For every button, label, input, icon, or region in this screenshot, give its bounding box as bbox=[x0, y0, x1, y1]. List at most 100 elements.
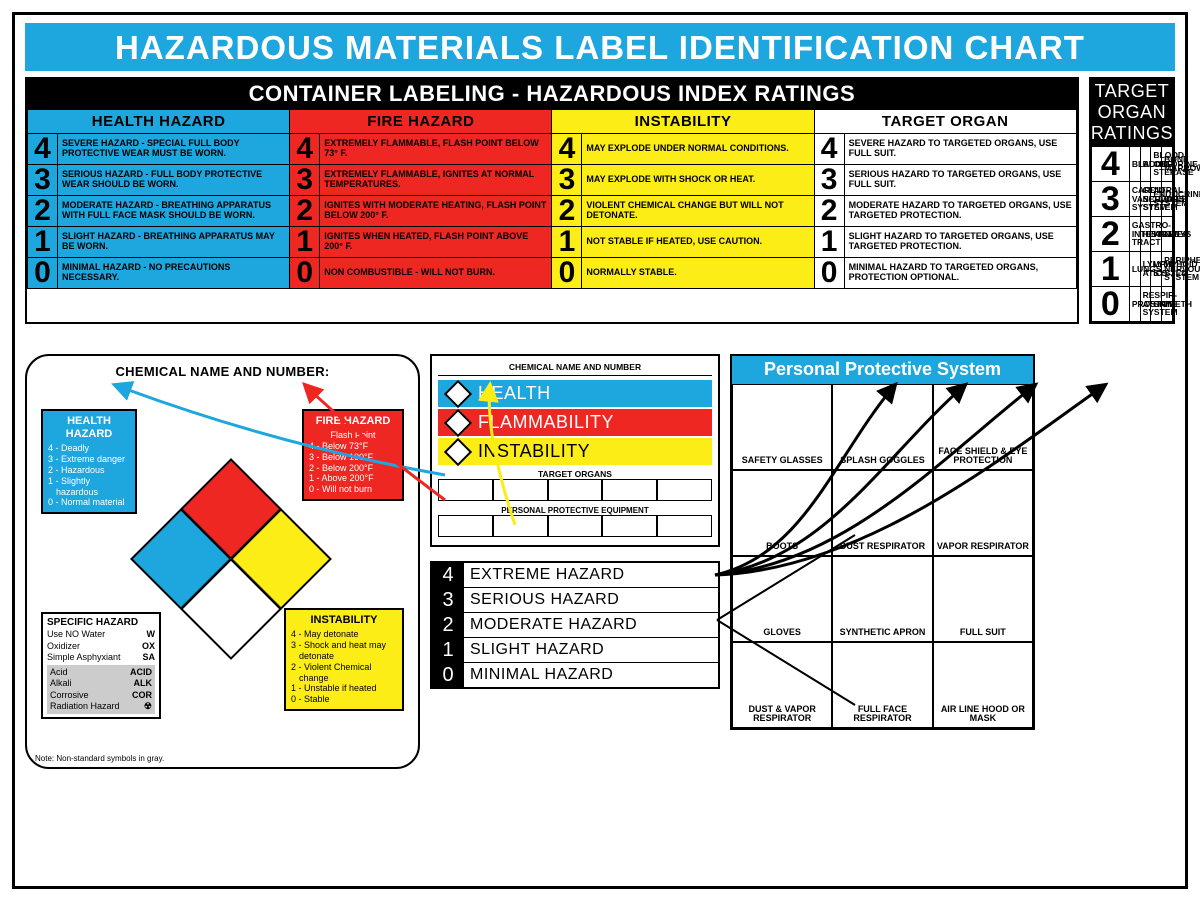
hazard-scale-row: 3SERIOUS HAZARD bbox=[432, 588, 718, 613]
hmis-target-label: TARGET ORGANS bbox=[438, 469, 712, 479]
tor-organ: Blood Chlorine-sterase bbox=[1151, 147, 1162, 182]
hazard-scale-row: 0MINIMAL HAZARD bbox=[432, 663, 718, 687]
ppe-label: Gloves bbox=[763, 628, 801, 637]
tor-rating-num: 2 bbox=[1091, 217, 1129, 252]
nfpa-title: CHEMICAL NAME AND NUMBER: bbox=[33, 364, 412, 379]
diamond-icon bbox=[444, 379, 472, 407]
cl-rating-num: 0 bbox=[552, 258, 582, 289]
cl-col-header: TARGET ORGAN bbox=[814, 110, 1076, 134]
ppe-label: Dust & Vapor Respirator bbox=[735, 705, 829, 724]
cl-rating-text: Moderate hazard - breathing apparatus wi… bbox=[58, 196, 290, 227]
hmis-target-organ-grid bbox=[438, 479, 712, 501]
cl-rating-num: 3 bbox=[28, 165, 58, 196]
pps-heading: Personal Protective System bbox=[732, 356, 1033, 384]
bottom-row: CHEMICAL NAME AND NUMBER: HEALTH HAZARD … bbox=[25, 354, 1175, 769]
cl-rating-text: Normally stable. bbox=[582, 258, 814, 289]
cl-rating-text: Extremely flammable, flash point below 7… bbox=[320, 134, 552, 165]
container-labeling-panel: CONTAINER LABELING - HAZARDOUS INDEX RAT… bbox=[25, 77, 1079, 324]
ppe-label: Splash Goggles bbox=[840, 456, 925, 465]
target-organ-panel: TARGET ORGAN RATINGS 4BladderBloodBlood … bbox=[1089, 77, 1175, 324]
ppe-label: Synthetic Apron bbox=[840, 628, 926, 637]
hmis-ppe-label: PERSONAL PROTECTIVE EQUIPMENT bbox=[438, 506, 712, 515]
cl-rating-num: 4 bbox=[28, 134, 58, 165]
hazard-scale-row: 1SLIGHT HAZARD bbox=[432, 638, 718, 663]
nfpa-specific-hazard-info: SPECIFIC HAZARD Use NO WaterWOxidizerOXS… bbox=[41, 612, 161, 719]
hmis-ppe-grid bbox=[438, 515, 712, 537]
cl-rating-text: May explode under normal conditions. bbox=[582, 134, 814, 165]
container-labeling-table: HEALTH HAZARDFIRE HAZARDINSTABILITYTARGE… bbox=[27, 109, 1077, 289]
hmis-bar: HEALTH bbox=[438, 380, 712, 407]
tor-organ: Gastro-intestinal Tract bbox=[1129, 217, 1140, 252]
cl-rating-text: Severe hazard - special full body protec… bbox=[58, 134, 290, 165]
pps-cell: Full Suit bbox=[933, 556, 1033, 642]
diamond-icon bbox=[444, 408, 472, 436]
cl-rating-num: 0 bbox=[28, 258, 58, 289]
ppe-label: Air Line Hood or Mask bbox=[936, 705, 1030, 724]
pps-cell: Gloves bbox=[732, 556, 832, 642]
cl-rating-num: 2 bbox=[290, 196, 320, 227]
target-organ-heading: TARGET ORGAN RATINGS bbox=[1091, 79, 1173, 146]
hazard-scale-row: 4EXTREME HAZARD bbox=[432, 563, 718, 588]
hmis-top-label: CHEMICAL NAME AND NUMBER bbox=[438, 362, 712, 376]
cl-rating-text: Serious hazard to targeted organs, use f… bbox=[844, 165, 1076, 196]
pps-cell: Boots bbox=[732, 470, 832, 556]
cl-rating-num: 1 bbox=[552, 227, 582, 258]
tor-rating-num: 3 bbox=[1091, 182, 1129, 217]
pps-cell: Face Shield & Eye Protection bbox=[933, 384, 1033, 470]
hazard-scale-row: 2MODERATE HAZARD bbox=[432, 613, 718, 638]
hazard-scale: 4EXTREME HAZARD3SERIOUS HAZARD2MODERATE … bbox=[430, 561, 720, 689]
tor-rating-num: 0 bbox=[1091, 287, 1129, 322]
tor-organ: Peripheral Nervous System bbox=[1162, 252, 1173, 287]
ppe-label: Face Shield & Eye Protection bbox=[936, 447, 1030, 466]
pps-grid: Safety Glasses Splash Goggles Face Shield … bbox=[732, 384, 1033, 728]
tor-organ: Bladder bbox=[1129, 147, 1140, 182]
nfpa-note: Note: Non-standard symbols in gray. bbox=[35, 754, 164, 763]
tor-organ: Cardio-vascular System bbox=[1129, 182, 1140, 217]
cl-rating-num: 0 bbox=[814, 258, 844, 289]
cl-rating-num: 2 bbox=[814, 196, 844, 227]
cl-rating-num: 4 bbox=[814, 134, 844, 165]
pps-cell: Dust Respirator bbox=[832, 470, 932, 556]
cl-rating-text: Violent chemical change but will not det… bbox=[582, 196, 814, 227]
cl-rating-num: 3 bbox=[290, 165, 320, 196]
cl-rating-text: Moderate hazard to targeted organs, use … bbox=[844, 196, 1076, 227]
poster-frame: HAZARDOUS MATERIALS LABEL IDENTIFICATION… bbox=[12, 12, 1188, 889]
tor-rating-num: 4 bbox=[1091, 147, 1129, 182]
cl-rating-num: 4 bbox=[552, 134, 582, 165]
cl-rating-text: Ignites with moderate heating, flash poi… bbox=[320, 196, 552, 227]
tor-organ: Lungs bbox=[1129, 252, 1140, 287]
ppe-label: Dust Respirator bbox=[840, 542, 925, 551]
cl-rating-text: Slight hazard to targeted organs, use ta… bbox=[844, 227, 1076, 258]
ppe-label: Boots bbox=[766, 542, 798, 551]
cl-rating-num: 1 bbox=[290, 227, 320, 258]
cl-rating-num: 1 bbox=[28, 227, 58, 258]
pps-cell: Full Face Respirator bbox=[832, 642, 932, 728]
cl-rating-text: Extremely flammable, ignites at normal t… bbox=[320, 165, 552, 196]
ppe-label: Safety Glasses bbox=[742, 456, 823, 465]
cl-rating-num: 4 bbox=[290, 134, 320, 165]
nfpa-instability-info: INSTABILITY 4 - May detonate3 - Shock an… bbox=[284, 608, 404, 711]
tor-rating-num: 1 bbox=[1091, 252, 1129, 287]
pps-panel: Personal Protective System Safety Glasse… bbox=[730, 354, 1035, 730]
pps-cell: Synthetic Apron bbox=[832, 556, 932, 642]
tor-organ: Prostate bbox=[1129, 287, 1140, 322]
pps-cell: Dust & Vapor Respirator bbox=[732, 642, 832, 728]
cl-rating-text: Minimal hazard - no precautions necessar… bbox=[58, 258, 290, 289]
cl-rating-num: 0 bbox=[290, 258, 320, 289]
cl-col-header: HEALTH HAZARD bbox=[28, 110, 290, 134]
cl-col-header: FIRE HAZARD bbox=[290, 110, 552, 134]
ppe-label: Full Suit bbox=[960, 628, 1006, 637]
cl-rating-num: 2 bbox=[28, 196, 58, 227]
ppe-label: Full Face Respirator bbox=[835, 705, 929, 724]
cl-rating-num: 3 bbox=[814, 165, 844, 196]
nfpa-health-info: HEALTH HAZARD 4 - Deadly3 - Extreme dang… bbox=[41, 409, 137, 514]
main-title: HAZARDOUS MATERIALS LABEL IDENTIFICATION… bbox=[25, 23, 1175, 71]
hmis-bar: INSTABILITY bbox=[438, 438, 712, 465]
pps-cell: Splash Goggles bbox=[832, 384, 932, 470]
container-labeling-heading: CONTAINER LABELING - HAZARDOUS INDEX RAT… bbox=[27, 79, 1077, 109]
cl-rating-num: 3 bbox=[552, 165, 582, 196]
nfpa-body: HEALTH HAZARD 4 - Deadly3 - Extreme dang… bbox=[33, 383, 412, 743]
top-row: CONTAINER LABELING - HAZARDOUS INDEX RAT… bbox=[25, 77, 1175, 324]
pps-cell: Vapor Respirator bbox=[933, 470, 1033, 556]
cl-rating-num: 2 bbox=[552, 196, 582, 227]
